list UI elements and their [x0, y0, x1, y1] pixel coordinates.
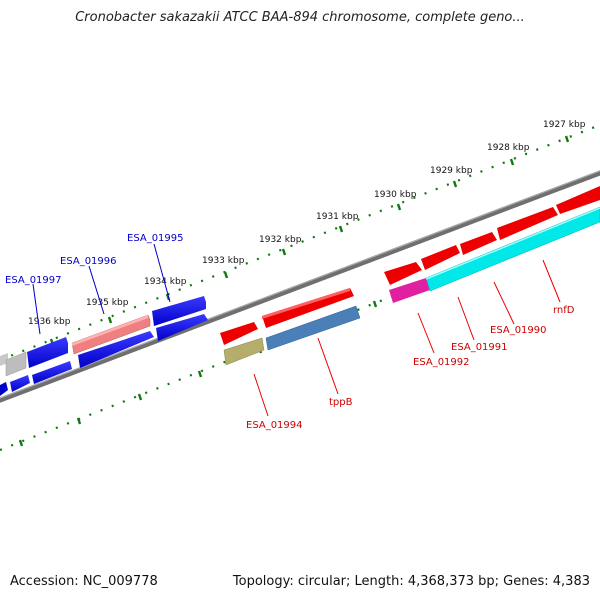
sequence-summary: Topology: circular; Length: 4,368,373 bp…	[232, 574, 590, 589]
tick-label: 1928 kbp	[487, 143, 530, 153]
gene-arrow[interactable]	[556, 186, 600, 214]
gene-label[interactable]: tppB	[329, 397, 353, 408]
major-ticks	[49, 135, 570, 346]
gene-arrow[interactable]	[497, 207, 558, 240]
gene-arrow[interactable]	[421, 245, 460, 270]
gene-arrow[interactable]	[262, 288, 354, 328]
gene-label[interactable]: ESA_01994	[246, 420, 303, 431]
gene-arrow[interactable]	[220, 322, 258, 345]
tick-label: 1927 kbp	[543, 120, 586, 130]
tick-label: 1935 kbp	[86, 298, 129, 308]
gene-arrow[interactable]	[223, 337, 265, 366]
gene-label[interactable]: ESA_01997	[5, 275, 62, 286]
tick-label: 1933 kbp	[202, 256, 245, 266]
gene-label[interactable]: ESA_01991	[451, 342, 508, 353]
gene-arrow[interactable]	[78, 331, 154, 368]
tick-label: 1936 kbp	[28, 317, 71, 327]
label-leaders	[32, 243, 171, 335]
gene-arrow[interactable]	[384, 262, 422, 285]
gene-label[interactable]: rnfD	[553, 305, 575, 316]
gene-arrow[interactable]	[156, 314, 208, 341]
gene-arrow[interactable]	[425, 206, 600, 292]
gene-arrow[interactable]	[152, 296, 206, 326]
gene-arrow[interactable]	[71, 314, 151, 355]
gene-arrow[interactable]	[5, 351, 27, 377]
tick-label: 1930 kbp	[374, 190, 417, 200]
gene-arrow[interactable]	[27, 337, 68, 368]
gene-label[interactable]: ESA_01992	[413, 357, 470, 368]
tick-label: 1931 kbp	[316, 212, 359, 222]
gene-features-right	[220, 186, 600, 366]
tick-label: 1932 kbp	[259, 235, 302, 245]
gene-arrow[interactable]	[32, 361, 72, 384]
gene-arrow[interactable]	[389, 278, 430, 303]
gene-arrow[interactable]	[0, 382, 8, 396]
gene-label[interactable]: ESA_01990	[490, 325, 547, 336]
sequence-title: Cronobacter sakazakii ATCC BAA-894 chrom…	[75, 10, 525, 25]
tick-label: 1929 kbp	[430, 166, 473, 176]
gene-features-left	[0, 296, 208, 396]
gene-label[interactable]: ESA_01996	[60, 256, 117, 267]
genome-backbone	[0, 170, 600, 403]
tick-label: 1934 kbp	[144, 277, 187, 287]
gene-arrow[interactable]	[10, 375, 30, 392]
gene-label[interactable]: ESA_01995	[127, 233, 184, 244]
label-leaders-red	[253, 259, 561, 417]
gene-arrow[interactable]	[265, 305, 361, 351]
gene-arrow[interactable]	[460, 232, 497, 255]
accession-label: Accession: NC_009778	[10, 574, 158, 589]
